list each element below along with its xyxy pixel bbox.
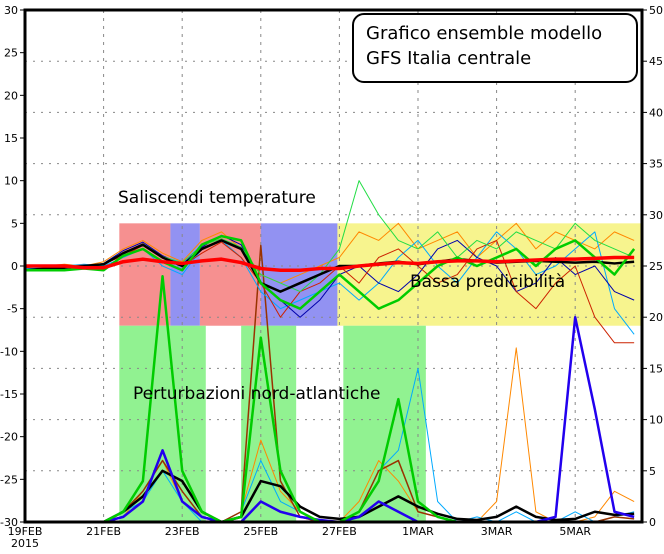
y-left-tick-label: 25 bbox=[4, 47, 18, 60]
y-left-tick-label: 20 bbox=[4, 89, 18, 102]
y-left-tick-label: 10 bbox=[4, 175, 18, 188]
x-tick-label: 21FEB bbox=[86, 525, 121, 538]
precip-line-ensemble-mean bbox=[25, 469, 635, 524]
y-right-tick-label: 20 bbox=[649, 311, 663, 324]
y-left-tick-label: 5 bbox=[11, 217, 18, 230]
y-right-tick-label: 45 bbox=[649, 55, 663, 68]
y-left-tick-label: -30 bbox=[0, 516, 18, 529]
info-line-2: GFS Italia centrale bbox=[366, 48, 532, 69]
y-right-tick-label: 15 bbox=[649, 362, 663, 375]
y-right-tick-label: 0 bbox=[649, 516, 656, 529]
y-left-tick-label: -20 bbox=[0, 431, 18, 444]
y-left-tick-label: -25 bbox=[0, 473, 18, 486]
y-right-tick-label: 25 bbox=[649, 260, 663, 273]
precip-line-member-orange bbox=[25, 347, 635, 523]
y-left-tick-label: 0 bbox=[11, 260, 18, 273]
x-tick-label: 23FEB bbox=[165, 525, 200, 538]
x-tick-label: 25FEB bbox=[243, 525, 278, 538]
shaded-region bbox=[170, 223, 200, 326]
annotation-predictability: Bassa predicibilità bbox=[410, 272, 565, 292]
temp-line-operational bbox=[25, 234, 636, 310]
y-right-tick-label: 30 bbox=[649, 209, 663, 222]
chart-info-box: Grafico ensemble modello GFS Italia cent… bbox=[352, 13, 638, 83]
y-left-tick-label: -15 bbox=[0, 388, 18, 401]
x-tick-label: 27FEB bbox=[322, 525, 357, 538]
y-left-tick-label: -10 bbox=[0, 345, 18, 358]
x-year-label: 2015 bbox=[11, 537, 39, 550]
y-left-tick-label: 15 bbox=[4, 132, 18, 145]
x-tick-label: 3MAR bbox=[481, 525, 513, 538]
y-right-tick-label: 5 bbox=[649, 465, 656, 478]
y-right-tick-label: 10 bbox=[649, 414, 663, 427]
y-right-tick-label: 50 bbox=[649, 4, 663, 17]
y-right-tick-label: 35 bbox=[649, 158, 663, 171]
plot-frame bbox=[23, 8, 644, 524]
x-tick-label: 19FEB bbox=[8, 525, 43, 538]
x-tick-label: 1MAR bbox=[402, 525, 434, 538]
shaded-region bbox=[343, 325, 426, 522]
info-line-1: Grafico ensemble modello bbox=[366, 23, 603, 44]
temp-line-member-3 bbox=[25, 234, 635, 318]
temp-line-control bbox=[25, 255, 635, 273]
annotation-perturbations: Perturbazioni nord-atlantiche bbox=[133, 384, 380, 404]
annotation-temperature: Saliscendi temperature bbox=[118, 188, 316, 208]
y-right-tick-label: 40 bbox=[649, 106, 663, 119]
x-tick-label: 5MAR bbox=[559, 525, 591, 538]
shaded-region bbox=[119, 223, 171, 326]
y-left-tick-label: 30 bbox=[4, 4, 18, 17]
y-left-tick-label: -5 bbox=[7, 303, 18, 316]
